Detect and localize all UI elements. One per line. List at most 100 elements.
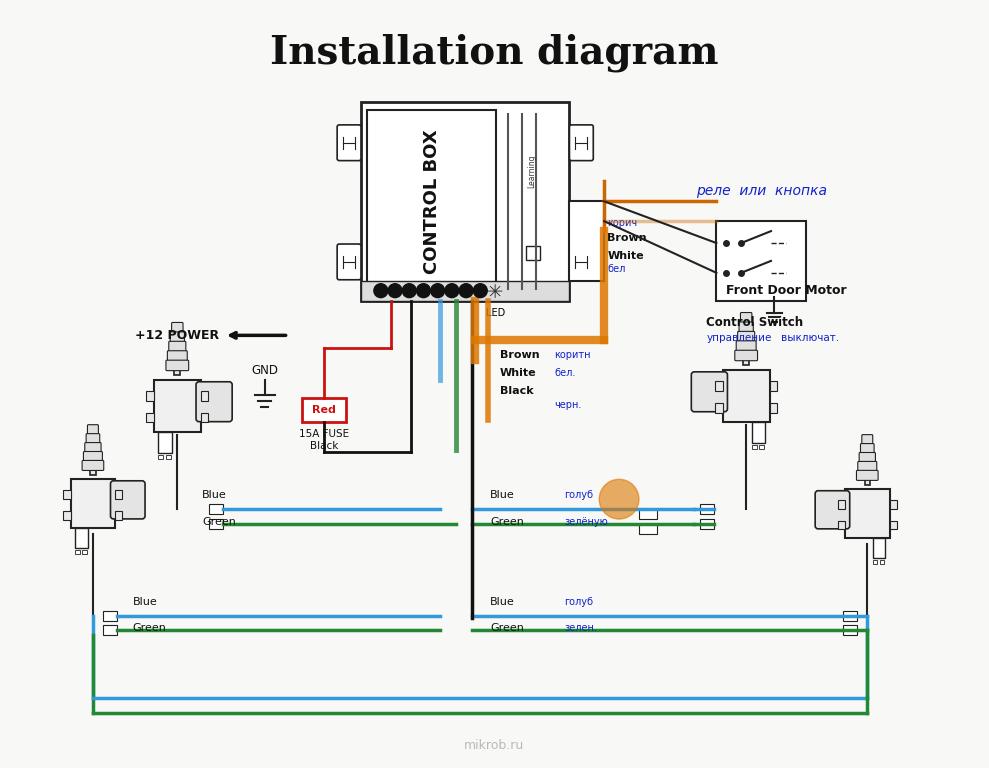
FancyBboxPatch shape xyxy=(570,125,593,161)
FancyBboxPatch shape xyxy=(859,452,875,462)
Bar xyxy=(209,519,223,529)
Bar xyxy=(209,504,223,514)
Bar xyxy=(769,382,777,391)
Text: Front Door Motor: Front Door Motor xyxy=(726,284,847,297)
Bar xyxy=(201,413,209,422)
Text: 15A FUSE: 15A FUSE xyxy=(300,429,349,439)
Text: бел: бел xyxy=(607,264,626,274)
Circle shape xyxy=(599,479,639,519)
FancyBboxPatch shape xyxy=(741,313,752,323)
Bar xyxy=(864,435,870,485)
Text: Blue: Blue xyxy=(490,598,515,607)
Text: зелёную: зелёную xyxy=(565,517,608,527)
Circle shape xyxy=(388,283,402,298)
Text: голуб: голуб xyxy=(565,598,593,607)
Text: Brown: Brown xyxy=(500,350,540,360)
Bar xyxy=(166,455,171,459)
Bar xyxy=(700,504,714,514)
Bar xyxy=(639,509,657,519)
Text: White: White xyxy=(607,251,644,261)
FancyBboxPatch shape xyxy=(85,442,101,452)
Bar xyxy=(752,445,757,449)
Bar xyxy=(63,490,70,499)
Bar xyxy=(146,392,153,401)
Bar xyxy=(838,521,845,529)
FancyBboxPatch shape xyxy=(735,350,758,361)
Text: Learning: Learning xyxy=(527,155,536,188)
Bar xyxy=(715,382,723,391)
Circle shape xyxy=(474,283,488,298)
FancyBboxPatch shape xyxy=(196,382,232,422)
Bar xyxy=(367,110,496,293)
Text: GND: GND xyxy=(251,363,278,376)
Bar xyxy=(890,521,897,529)
Bar xyxy=(526,246,540,260)
Bar xyxy=(752,422,765,442)
Text: LED: LED xyxy=(486,307,504,317)
FancyBboxPatch shape xyxy=(170,332,184,343)
Bar xyxy=(715,403,723,412)
Bar xyxy=(880,560,884,564)
FancyBboxPatch shape xyxy=(570,244,593,280)
Text: черн.: черн. xyxy=(555,400,582,410)
Bar xyxy=(158,455,163,459)
Bar xyxy=(103,625,117,635)
Text: Installation diagram: Installation diagram xyxy=(270,33,718,71)
Text: зелен.: зелен. xyxy=(565,623,597,634)
FancyBboxPatch shape xyxy=(337,244,361,280)
Bar xyxy=(769,403,777,412)
Bar xyxy=(838,500,845,509)
FancyBboxPatch shape xyxy=(167,351,187,361)
Text: CONTROL BOX: CONTROL BOX xyxy=(422,129,440,273)
Text: Brown: Brown xyxy=(607,233,647,243)
Text: управление: управление xyxy=(706,333,771,343)
FancyBboxPatch shape xyxy=(861,435,872,445)
Bar xyxy=(716,221,806,300)
Bar xyxy=(103,611,117,621)
FancyBboxPatch shape xyxy=(857,462,877,472)
FancyBboxPatch shape xyxy=(86,434,100,444)
FancyBboxPatch shape xyxy=(738,331,755,342)
Text: Green: Green xyxy=(490,517,524,527)
FancyBboxPatch shape xyxy=(83,452,103,462)
Text: Blue: Blue xyxy=(490,490,515,500)
Text: +12 POWER: +12 POWER xyxy=(135,329,219,342)
Bar xyxy=(146,413,153,422)
FancyBboxPatch shape xyxy=(860,444,874,454)
FancyBboxPatch shape xyxy=(856,470,878,481)
Text: реле  или  кнопка: реле или кнопка xyxy=(696,184,828,198)
FancyBboxPatch shape xyxy=(87,425,98,435)
Bar xyxy=(845,489,890,538)
Bar xyxy=(723,370,769,422)
Text: коритн: коритн xyxy=(555,350,591,360)
Bar xyxy=(872,538,885,558)
Circle shape xyxy=(416,283,430,298)
FancyBboxPatch shape xyxy=(166,360,189,371)
Text: White: White xyxy=(500,368,537,378)
Bar xyxy=(75,550,79,554)
Text: Black: Black xyxy=(500,386,534,396)
Bar xyxy=(116,490,123,499)
FancyBboxPatch shape xyxy=(172,323,183,333)
Circle shape xyxy=(431,283,445,298)
Text: ✳: ✳ xyxy=(487,283,503,302)
Text: Green: Green xyxy=(202,517,236,527)
Bar xyxy=(890,500,897,509)
Text: Blue: Blue xyxy=(202,490,226,500)
Text: Green: Green xyxy=(133,623,166,634)
Bar xyxy=(82,550,87,554)
Bar xyxy=(116,511,123,519)
Text: Black: Black xyxy=(311,441,338,451)
Circle shape xyxy=(459,283,473,298)
Bar xyxy=(75,528,88,548)
Text: Green: Green xyxy=(490,623,524,634)
Text: Blue: Blue xyxy=(133,598,157,607)
FancyBboxPatch shape xyxy=(739,322,754,333)
Bar xyxy=(844,625,857,635)
Bar xyxy=(844,611,857,621)
Circle shape xyxy=(374,283,388,298)
FancyBboxPatch shape xyxy=(82,461,104,471)
Bar xyxy=(872,560,877,564)
Bar xyxy=(303,398,346,422)
Bar xyxy=(361,281,570,300)
